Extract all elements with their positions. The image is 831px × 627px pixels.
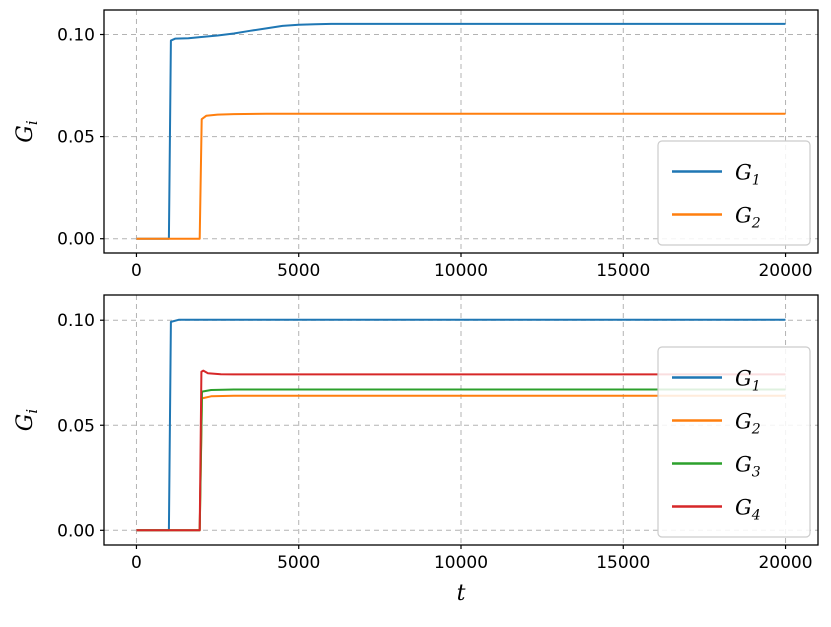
legend-entry: G2 (672, 204, 761, 232)
y-tick-label: 0.00 (57, 521, 95, 541)
legend-label: G3 (735, 453, 761, 481)
x-axis-label: t (457, 581, 466, 606)
legend-entry: G3 (672, 453, 761, 481)
series-line-G_1 (136, 22, 786, 240)
x-tick-label: 10000 (434, 553, 488, 573)
legend-label: G2 (735, 410, 761, 438)
x-tick-label: 20000 (758, 553, 812, 573)
x-tick-label: 15000 (596, 261, 650, 281)
y-tick-label: 0.05 (57, 128, 95, 148)
x-tick-label: 15000 (596, 553, 650, 573)
y-tick-label: 0.10 (57, 26, 95, 46)
y-axis-label: Gi (13, 120, 41, 143)
legend-label: G2 (735, 204, 761, 232)
legend-label: G1 (735, 161, 761, 189)
legend-entry: G1 (672, 161, 761, 189)
bottom-chart: 0 5000 10000 15000 200000.000.050.10GitG1G2G… (13, 294, 819, 606)
series-line-G_4 (136, 369, 786, 532)
legend-entry: G2 (672, 410, 761, 438)
y-tick-label: 0.05 (57, 416, 95, 436)
y-axis-label: Gi (13, 409, 41, 432)
x-tick-label: 20000 (758, 261, 812, 281)
legend-box (657, 140, 811, 246)
ticks: 0 5000 10000 15000 20000 0.00 0.05 0.10 (57, 26, 812, 281)
legend: G1 G2 G3 G4 (657, 346, 811, 538)
y-tick-label: 0.10 (57, 311, 95, 331)
x-tick-label: 0 (131, 553, 142, 573)
x-tick-label: 5000 (277, 553, 320, 573)
series-group (136, 318, 786, 532)
y-tick-label: 0.00 (57, 230, 95, 250)
series-line-G_2 (136, 112, 786, 240)
legend: G1 G2 (657, 140, 811, 246)
legend-label: G4 (735, 496, 761, 524)
ticks: 0 5000 10000 15000 20000 0.00 0.05 0.10 (57, 311, 812, 573)
legend-entry: G4 (672, 496, 761, 524)
x-tick-label: 5000 (277, 261, 320, 281)
x-tick-label: 0 (131, 261, 142, 281)
x-tick-label: 10000 (434, 261, 488, 281)
legend-label: G1 (735, 367, 761, 395)
legend-entry: G1 (672, 367, 761, 395)
series-group (136, 22, 786, 240)
legend-box (657, 346, 811, 538)
top-chart: 0 5000 10000 15000 20000 0.00 0.05 0.10 Gi G1 G2 (13, 9, 819, 281)
